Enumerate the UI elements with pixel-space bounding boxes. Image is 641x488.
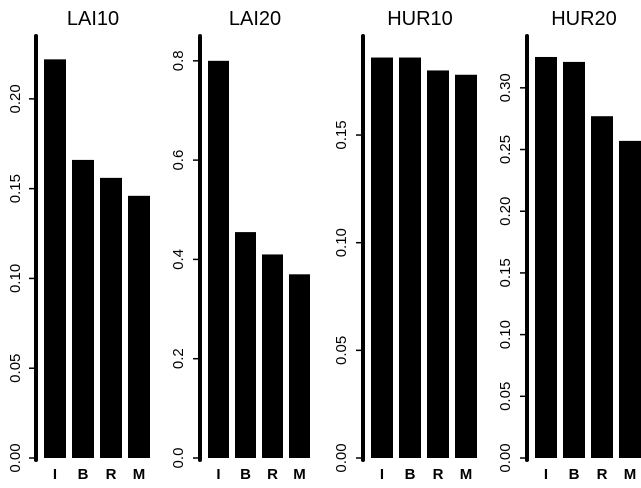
x-category-label: B bbox=[240, 466, 251, 483]
x-category-label: B bbox=[569, 466, 580, 483]
y-tick-label: 0.00 bbox=[497, 443, 514, 472]
x-category-label: M bbox=[460, 466, 473, 483]
y-tick-label: 0.8 bbox=[170, 50, 187, 71]
bar-I bbox=[535, 56, 557, 458]
chart-panel-1: LAI20 0.0 0.2 0.4 0.6 0.8 I B R M bbox=[170, 8, 310, 483]
y-tick-label: 0.15 bbox=[333, 120, 350, 149]
chart-title: LAI10 bbox=[67, 8, 119, 30]
bar-B bbox=[399, 57, 421, 459]
x-category-label: I bbox=[53, 466, 57, 483]
y-tick-label: 0.05 bbox=[333, 336, 350, 365]
y-tick-label: 0.00 bbox=[7, 443, 24, 472]
chart-panel-2: HUR10 0.00 0.05 0.10 0.15 I B R M bbox=[333, 8, 477, 483]
x-category-label: R bbox=[106, 466, 117, 483]
bar-R bbox=[427, 70, 449, 459]
x-category-label: M bbox=[133, 466, 146, 483]
y-tick-label: 0.05 bbox=[7, 354, 24, 383]
x-category-label: R bbox=[597, 466, 608, 483]
bar-R bbox=[100, 177, 122, 458]
x-category-label: B bbox=[405, 466, 416, 483]
y-tick-label: 0.4 bbox=[170, 249, 187, 270]
y-tick-label: 0.15 bbox=[7, 174, 24, 203]
y-tick-label: 0.10 bbox=[497, 320, 514, 349]
x-category-label: M bbox=[624, 466, 637, 483]
x-category-label: I bbox=[380, 466, 384, 483]
x-category-label: B bbox=[78, 466, 89, 483]
x-category-label: I bbox=[216, 466, 220, 483]
y-tick-label: 0.25 bbox=[497, 135, 514, 164]
y-tick-label: 0.10 bbox=[333, 228, 350, 257]
chart-panel-3: HUR20 0.00 0.05 0.10 0.15 0.20 0.25 0.30 I B R M bbox=[497, 8, 641, 483]
chart-panel-0: LAI10 0.00 0.05 0.10 0.15 0.20 I B R M bbox=[7, 8, 150, 483]
bar-M bbox=[455, 74, 477, 459]
y-tick-label: 0.10 bbox=[7, 264, 24, 293]
bar-M bbox=[619, 140, 641, 458]
y-tick-label: 0.0 bbox=[170, 448, 187, 469]
x-category-label: M bbox=[293, 466, 306, 483]
y-tick-label: 0.30 bbox=[497, 73, 514, 102]
y-tick-label: 0.00 bbox=[333, 443, 350, 472]
bar-I bbox=[44, 59, 66, 459]
x-category-label: R bbox=[267, 466, 278, 483]
y-tick-label: 0.6 bbox=[170, 150, 187, 171]
x-category-label: R bbox=[433, 466, 444, 483]
y-tick-label: 0.05 bbox=[497, 382, 514, 411]
chart-title: LAI20 bbox=[229, 8, 281, 30]
y-tick-label: 0.20 bbox=[497, 197, 514, 226]
bar-M bbox=[128, 195, 150, 458]
bar-M bbox=[289, 274, 310, 458]
y-tick-label: 0.15 bbox=[497, 258, 514, 287]
chart-title: HUR10 bbox=[387, 8, 453, 30]
chart-title: HUR20 bbox=[551, 8, 617, 30]
y-tick-label: 0.20 bbox=[7, 84, 24, 113]
bar-R bbox=[591, 116, 613, 458]
bar-B bbox=[235, 232, 256, 458]
bar-R bbox=[262, 254, 283, 458]
bar-B bbox=[563, 61, 585, 458]
y-tick-label: 0.2 bbox=[170, 348, 187, 369]
bar-I bbox=[208, 60, 229, 459]
bar-I bbox=[371, 57, 393, 459]
x-category-label: I bbox=[544, 466, 548, 483]
bar-B bbox=[72, 159, 94, 459]
